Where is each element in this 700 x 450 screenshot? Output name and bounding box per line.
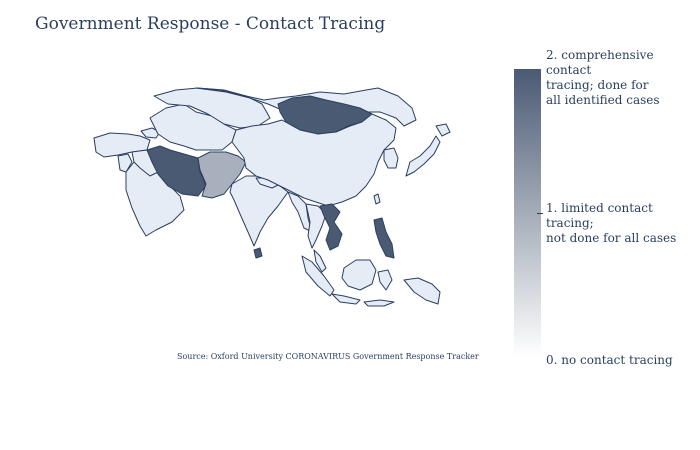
region-malaysia[interactable] — [313, 249, 327, 273]
region-papua[interactable] — [403, 277, 441, 305]
region-lesser-sunda[interactable] — [363, 299, 395, 307]
region-japan[interactable] — [405, 135, 441, 177]
region-philippines[interactable] — [373, 217, 395, 259]
region-sri-lanka[interactable] — [253, 247, 263, 259]
source-note: Source: Oxford University CORONAVIRUS Go… — [177, 352, 479, 361]
region-taiwan[interactable] — [373, 193, 381, 205]
region-java[interactable] — [331, 293, 361, 305]
map-title: Government Response - Contact Tracing — [35, 14, 386, 34]
colorbar-label-mid: 1. limited contact tracing; not done for… — [546, 201, 677, 245]
region-levant[interactable] — [117, 153, 133, 173]
colorbar — [514, 69, 541, 357]
colorbar-mid-tick — [537, 213, 543, 214]
region-vietnam[interactable] — [319, 203, 343, 251]
colorbar-label-max: 2. comprehensive contact tracing; done f… — [546, 48, 660, 107]
region-hokkaido[interactable] — [435, 123, 451, 137]
region-caucasus[interactable] — [140, 127, 161, 139]
region-korea[interactable] — [383, 147, 399, 169]
region-borneo[interactable] — [341, 259, 377, 291]
region-india[interactable] — [229, 175, 289, 247]
colorbar-label-min: 0. no contact tracing — [546, 353, 673, 367]
region-china[interactable] — [231, 113, 397, 207]
region-sumatra[interactable] — [301, 255, 335, 297]
region-sulawesi[interactable] — [377, 269, 393, 291]
